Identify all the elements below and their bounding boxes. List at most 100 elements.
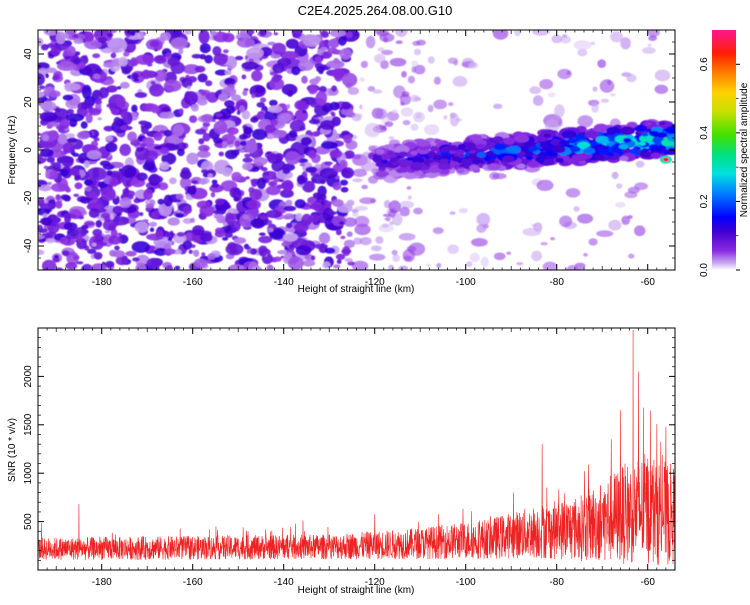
signal-blob [649,130,659,137]
noise-blob [269,99,278,107]
noise-blob [131,241,150,253]
noise-blob [326,60,345,69]
noise-blob [190,104,199,112]
noise-blob [329,30,346,38]
noise-blob [354,205,368,211]
noise-blob [452,76,468,87]
noise-blob [250,218,264,228]
noise-blob [87,248,97,254]
noise-blob [164,248,176,255]
noise-blob [141,125,149,135]
noise-blob [212,119,216,122]
signal-blob [410,162,425,171]
signal-blob [527,160,540,168]
noise-blob [176,199,182,203]
noise-blob [80,121,88,129]
signal-blob [476,152,486,158]
noise-blob [399,200,414,209]
noise-blob [62,142,74,154]
signal-blob [398,151,408,157]
noise-blob [308,150,317,159]
noise-blob [250,166,260,172]
noise-blob [182,240,193,250]
noise-blob [125,250,137,257]
noise-blob [620,37,631,50]
signal-blob [514,134,530,143]
noise-blob [123,51,130,57]
noise-blob [63,222,78,231]
noise-blob [127,131,138,142]
noise-blob [218,93,229,102]
noise-blob [61,250,70,256]
noise-blob [224,228,230,233]
noise-blob [103,125,114,132]
snr-xtick-label: -160 [183,577,203,588]
noise-blob [76,233,83,243]
noise-blob [170,61,185,74]
noise-blob [59,118,70,130]
signal-blob [503,138,515,145]
noise-blob [109,177,119,187]
noise-blob [392,254,401,262]
noise-blob [188,249,193,254]
noise-blob [324,247,336,254]
noise-blob [55,108,61,112]
noise-blob [314,243,328,250]
noise-blob [202,132,211,142]
noise-blob [154,247,168,256]
noise-blob [558,120,563,127]
noise-blob [466,261,473,268]
noise-blob [86,150,102,160]
signal-blob [539,142,549,148]
signal-blob [626,121,638,128]
noise-blob [213,120,228,135]
noise-blob [352,178,363,183]
noise-blob [153,132,163,141]
noise-blob [402,120,411,126]
noise-blob [135,262,147,270]
noise-blob [90,263,107,270]
noise-blob [105,135,114,142]
noise-blob [163,79,182,92]
noise-blob [377,47,385,52]
noise-blob [69,118,78,127]
noise-blob [391,249,398,256]
noise-blob [251,70,263,82]
spectrogram-ytick-label: -40 [23,238,34,253]
noise-blob [163,194,173,207]
noise-blob [247,199,261,210]
noise-blob [280,189,294,198]
noise-blob [231,149,240,156]
noise-blob [343,134,353,144]
noise-blob [234,117,242,125]
noise-blob [91,239,104,250]
noise-blob [132,257,140,262]
signal-blob [461,158,473,166]
noise-blob [314,76,322,82]
noise-blob [267,227,274,233]
noise-blob [288,244,294,249]
snr-ytick-label: 2000 [23,365,34,388]
noise-blob [407,75,415,84]
noise-blob [443,115,448,120]
noise-blob [211,183,219,188]
noise-blob [433,76,441,85]
spectrogram-blobs [38,30,675,270]
signal-blob [566,134,574,139]
noise-blob [336,259,342,265]
noise-blob [265,210,282,219]
noise-blob [547,92,556,98]
noise-blob [278,112,292,123]
noise-blob [321,141,338,150]
noise-blob [106,103,118,109]
signal-blob [456,168,465,174]
noise-blob [588,238,598,246]
noise-blob [359,237,372,246]
signal-blob [619,155,629,162]
noise-blob [182,64,201,75]
noise-blob [175,212,184,218]
noise-blob [265,185,281,196]
noise-blob [577,115,594,128]
signal-blob [399,172,407,177]
noise-blob [146,257,162,269]
